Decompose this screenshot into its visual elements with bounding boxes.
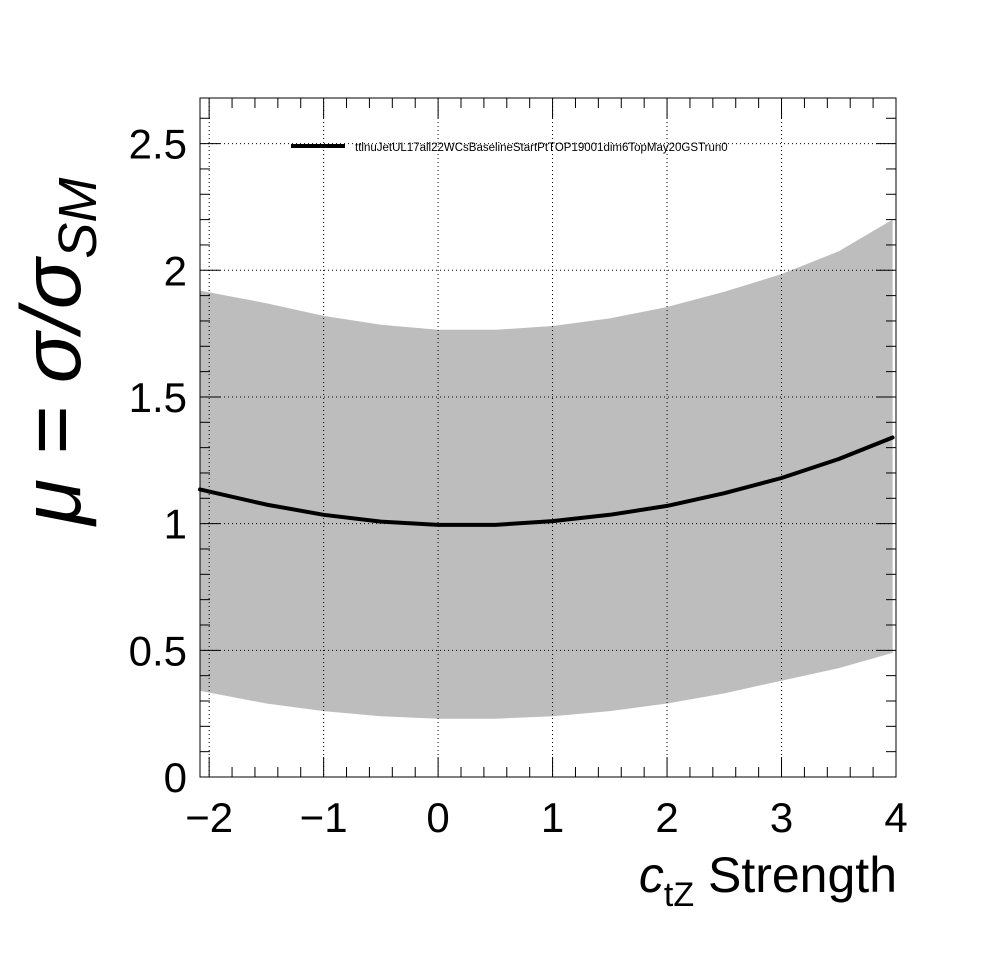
x-tick-label: −1 [300,794,348,841]
x-tick-label: 2 [655,794,678,841]
legend-entry-label: ttlnuJetUL17all22WCsBaselineStartPtTOP19… [355,142,728,154]
y-axis-label: μ = σ/σSM [4,178,108,527]
uncertainty-band [200,219,893,719]
legend: ttlnuJetUL17all22WCsBaselineStartPtTOP19… [291,142,728,154]
x-tick-label: 4 [884,794,907,841]
plot-frame [199,97,897,778]
y-tick-label: 0.5 [129,627,187,674]
series-layer [198,435,895,527]
y-tick-label: 1 [164,501,187,548]
tick-labels: −2 −1 0 1 2 3 4 0 0.5 1 1.5 2 2.5 [129,121,908,841]
series-line [198,435,895,527]
y-tick-label: 1.5 [129,374,187,421]
y-tick-label: 2.5 [129,121,187,168]
y-tick-label: 0 [164,754,187,801]
axis-ticks [200,98,897,778]
x-tick-label: 3 [770,794,793,841]
x-tick-label: −2 [185,794,233,841]
x-tick-label: 1 [541,794,564,841]
x-tick-label: 0 [426,794,449,841]
x-axis-label: ctZ Strength [639,847,897,914]
uncertainty-band-layer [200,219,893,719]
y-tick-label: 2 [164,247,187,294]
